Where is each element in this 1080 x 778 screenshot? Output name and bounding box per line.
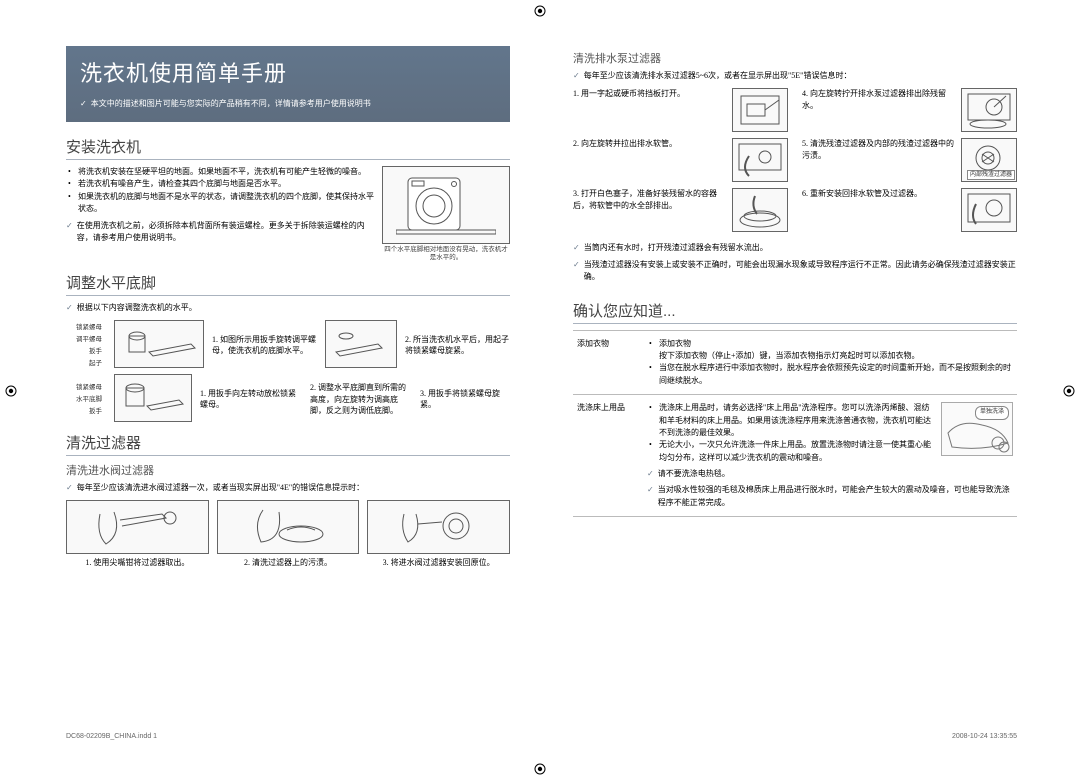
install-bullet: 若洗衣机有噪音产生，请检查其四个底脚与地面是否水平。 (68, 178, 374, 190)
install-bullet: 将洗衣机安装在坚硬平坦的地面。如果地面不平，洗衣机有可能产生轻微的噪音。 (68, 166, 374, 178)
know-bullet: 添加衣物按下添加衣物（停止+添加）键，当添加衣物指示灯亮起时可以添加衣物。 (649, 338, 1013, 363)
figure-pump-3 (732, 188, 788, 232)
level-step: 1. 如图所示用扳手旋转调平螺母，使洗衣机的底脚水平。 (212, 334, 317, 357)
pump-step-1: 1. 用一字起或硬币将挡板打开。 (573, 88, 788, 132)
part-label: 起子 (66, 357, 102, 367)
know-label: 添加衣物 (573, 330, 643, 395)
check-icon: ✓ (647, 484, 654, 509)
figure-pump-4 (961, 88, 1017, 132)
check-icon: ✓ (66, 482, 73, 494)
know-label: 洗涤床上用品 (573, 395, 643, 517)
know-content: 单独洗涤 洗涤床上用品时，请务必选择"床上用品"洗涤程序。您可以洗涤丙烯酸、混纺… (643, 395, 1017, 517)
inner-filter-label: 内部残渣过滤器 (967, 170, 1015, 181)
figure-pump-1 (732, 88, 788, 132)
main-title: 洗衣机使用简单手册 (80, 56, 496, 88)
part-label: 扳手 (66, 345, 102, 355)
bullet-text: 添加衣物 (659, 339, 691, 348)
pump-step-3: 3. 打开白色塞子，准备好装残留水的容器后，将软管中的水全部排出。 (573, 188, 788, 232)
table-row: 洗涤床上用品 单独洗涤 洗涤床上用品时，请务必选择"床上用品"洗涤程序。您可以洗… (573, 395, 1017, 517)
figure-pump-2 (732, 138, 788, 182)
part-label: 锁紧螺母 (66, 381, 102, 391)
footer-file: DC68-02209B_CHINA.indd 1 (66, 733, 157, 740)
know-content: 添加衣物按下添加衣物（停止+添加）键，当添加衣物指示灯亮起时可以添加衣物。 当您… (643, 330, 1017, 395)
part-label: 水平底脚 (66, 393, 102, 403)
sub-pump-filter: 清洗排水泵过滤器 (573, 50, 1017, 66)
figure-filter-3 (367, 500, 510, 554)
know-bullet: 无论大小，一次只允许洗涤一件床上用品。放置洗涤物时请注意一使其重心能均匀分布，这… (649, 439, 1013, 464)
crop-mark-bottom (533, 762, 547, 776)
install-bullet: 如果洗衣机的底脚与地面不是水平的状态，请调整洗衣机的四个底脚，使其保持水平状态。 (68, 191, 374, 216)
figure-filter-1 (66, 500, 209, 554)
page-footer: 2008-10-24 13:35:55 (573, 733, 1017, 740)
sub-inlet-filter: 清洗进水阀过滤器 (66, 462, 510, 478)
filter-intro: 每年至少应该清洗进水阀过滤器一次，或者当现实屏出现"4E"的错误信息提示时： (77, 482, 364, 494)
check-icon: ✓ (647, 468, 654, 480)
heading-install: 安装洗衣机 (66, 136, 510, 160)
know-tip: 当对吸水性较强的毛毯及棉质床上用品进行脱水时，可能会产生较大的震动及噪音，可也能… (658, 484, 1013, 509)
check-icon: ✓ (66, 220, 73, 245)
install-tip: 在使用洗衣机之前，必须拆除本机背面所有装运螺栓。更多关于拆除装运螺栓的内容，请参… (77, 220, 374, 245)
part-label: 调平螺母 (66, 333, 102, 343)
table-row: 添加衣物 添加衣物按下添加衣物（停止+添加）键，当添加衣物指示灯亮起时可以添加衣… (573, 330, 1017, 395)
install-bullets: 将洗衣机安装在坚硬平坦的地面。如果地面不平，洗衣机有可能产生轻微的噪音。 若洗衣… (66, 166, 374, 216)
step-text: 1. 用一字起或硬币将挡板打开。 (573, 88, 726, 100)
pump-warn: 当筒内还有水时，打开残渣过滤器会有残留水流出。 (584, 242, 768, 254)
crop-mark-left (4, 384, 18, 398)
step-text: 2. 向左旋转并拉出排水软管。 (573, 138, 726, 150)
figure-level-b (114, 374, 192, 422)
step-text: 4. 向左旋转拧开排水泵过滤器排出除残留水。 (802, 88, 955, 111)
pump-step-5: 5. 清洗残渣过滤器及内部的残渣过滤器中的污渍。 内部残渣过滤器 (802, 138, 1017, 182)
step-text: 6. 重新安装回排水软管及过滤器。 (802, 188, 955, 200)
check-icon: ✓ (573, 259, 580, 284)
pump-step-2: 2. 向左旋转并拉出排水软管。 (573, 138, 788, 182)
check-icon: ✓ (80, 98, 87, 110)
title-banner: 洗衣机使用简单手册 ✓ 本文中的描述和图片可能与您实际的产品稍有不同，详情请参考用… (66, 46, 510, 122)
level-step: 3. 用扳手将锁紧螺母旋紧。 (420, 388, 510, 411)
part-labels: 锁紧螺母 水平底脚 扳手 (66, 381, 102, 415)
know-tip: 请不要洗涤电热毯。 (658, 468, 730, 480)
level-step: 2. 所当洗衣机水平后，用起子将锁紧螺母旋紧。 (405, 334, 510, 357)
step-text: 3. 打开白色塞子，准备好装残留水的容器后，将软管中的水全部排出。 (573, 188, 726, 211)
pump-step-6: 6. 重新安装回排水软管及过滤器。 (802, 188, 1017, 232)
bullet-sub: 按下添加衣物（停止+添加）键，当添加衣物指示灯亮起时可以添加衣物。 (659, 351, 920, 360)
crop-mark-right (1062, 384, 1076, 398)
figure-pump-5: 内部残渣过滤器 (961, 138, 1017, 182)
figure-washer (382, 166, 510, 244)
know-bullet: 当您在脱水程序进行中添加衣物时，脱水程序会依照预先设定的时间重新开始，而不是按照… (649, 362, 1013, 387)
part-labels: 锁紧螺母 调平螺母 扳手 起子 (66, 321, 102, 367)
know-table: 添加衣物 添加衣物按下添加衣物（停止+添加）键，当添加衣物指示灯亮起时可以添加衣… (573, 330, 1017, 518)
filter-step: 2. 清洗过滤器上的污渍。 (217, 557, 360, 569)
figure-level-a (114, 320, 204, 368)
figure-pump-6 (961, 188, 1017, 232)
part-label: 锁紧螺母 (66, 321, 102, 331)
footer-date: 2008-10-24 13:35:55 (952, 733, 1017, 740)
check-icon: ✓ (573, 70, 580, 82)
pump-warn: 当残渣过滤器没有安装上或安装不正确时，可能会出现漏水现象或导致程序运行不正常。因… (584, 259, 1017, 284)
figure-level-a2 (325, 320, 397, 368)
know-bullet: 洗涤床上用品时，请务必选择"床上用品"洗涤程序。您可以洗涤丙烯酸、混纺和羊毛材料… (649, 402, 1013, 439)
crop-mark-top (533, 4, 547, 18)
level-step: 1. 用扳手向左转动放松锁紧螺母。 (200, 388, 302, 411)
pump-step-4: 4. 向左旋转拧开排水泵过滤器排出除残留水。 (802, 88, 1017, 132)
page-footer: DC68-02209B_CHINA.indd 1 (66, 733, 510, 740)
filter-step: 1. 使用尖嘴钳将过滤器取出。 (66, 557, 209, 569)
level-intro: 根据以下内容调整洗衣机的水平。 (77, 302, 197, 314)
check-icon: ✓ (573, 242, 580, 254)
figure-caption: 四个水平底脚相对地面没有晃动，洗衣机才是水平的。 (382, 246, 510, 262)
pump-intro: 每年至少应该清洗排水泵过滤器5~6次，或者在显示屏出现"5E"错误信息时： (584, 70, 852, 82)
filter-step: 3. 将进水阀过滤器安装回原位。 (367, 557, 510, 569)
heading-level: 调整水平底脚 (66, 272, 510, 296)
figure-filter-2 (217, 500, 360, 554)
banner-note: 本文中的描述和图片可能与您实际的产品稍有不同，详情请参考用户使用说明书 (91, 98, 371, 110)
heading-filter: 清洗过滤器 (66, 432, 510, 456)
step-text: 5. 清洗残渣过滤器及内部的残渣过滤器中的污渍。 (802, 138, 955, 161)
part-label: 扳手 (66, 405, 102, 415)
page-right: 清洗排水泵过滤器 ✓ 每年至少应该清洗排水泵过滤器5~6次，或者在显示屏出现"5E… (545, 28, 1045, 748)
level-step: 2. 调整水平底脚直到所需的高度，向左旋转为调高底脚，反之则为调低底脚。 (310, 382, 412, 417)
check-icon: ✓ (66, 302, 73, 314)
heading-know: 确认您应知道... (573, 300, 1017, 324)
page-left: 洗衣机使用简单手册 ✓ 本文中的描述和图片可能与您实际的产品稍有不同，详情请参考用… (38, 28, 538, 748)
